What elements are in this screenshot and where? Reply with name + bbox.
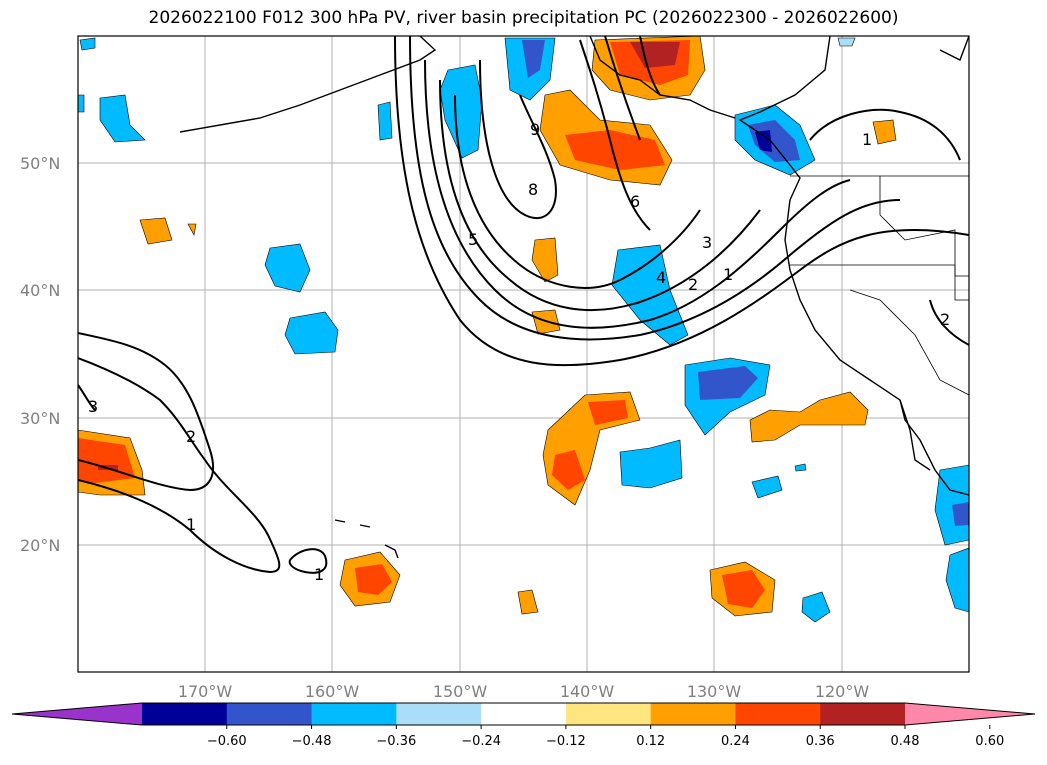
colorbar-swatch — [820, 703, 906, 725]
colorbar-tick-label: 0.60 — [975, 734, 1004, 749]
contour-label: 6 — [630, 192, 640, 211]
coastlines — [179, 36, 969, 559]
colorbar-swatch — [311, 703, 397, 725]
contour-label: 3 — [702, 233, 712, 252]
colorbar-extend-low — [12, 703, 142, 725]
contour-label: 2 — [940, 310, 950, 329]
contour-label: 1 — [862, 130, 872, 149]
contour-label: 9 — [530, 120, 540, 139]
colorbar-swatch — [481, 703, 567, 725]
lat-tick-label: 40°N — [20, 281, 60, 300]
lat-tick-labels: 50°N 40°N 30°N 20°N — [20, 154, 60, 555]
colorbar-tick-label: −0.12 — [546, 734, 586, 749]
colorbar-tick-label: −0.24 — [461, 734, 501, 749]
colorbar-tick-label: 0.24 — [721, 734, 750, 749]
political-borders — [790, 175, 969, 396]
colorbar: −0.60 −0.48 −0.36 −0.24 −0.12 0.12 0.24 0.36 0.4… — [11, 702, 1036, 749]
contour-label: 3 — [88, 397, 98, 416]
contour-label: 5 — [468, 230, 478, 249]
colorbar-extend-high — [905, 703, 1035, 725]
pv-contours — [78, 36, 969, 574]
lon-tick-labels: 170°W 160°W 150°W 140°W 130°W 120°W — [178, 682, 870, 701]
colorbar-tick-label: −0.36 — [376, 734, 416, 749]
colorbar-swatch — [142, 703, 228, 725]
contour-label: 2 — [688, 275, 698, 294]
pv-contour-labels: 9 8 6 5 4 3 2 1 3 2 1 1 1 2 — [88, 120, 950, 584]
colorbar-swatch — [650, 703, 736, 725]
colorbar-swatch — [226, 703, 313, 725]
colorbar-tick-label: −0.60 — [207, 734, 247, 749]
contour-label: 1 — [186, 515, 196, 534]
lon-tick-label: 170°W — [178, 682, 233, 701]
plot-frame — [77, 35, 970, 673]
contour-label: 1 — [314, 565, 324, 584]
lat-tick-label: 50°N — [20, 154, 60, 173]
lon-tick-label: 130°W — [687, 682, 742, 701]
lon-tick-label: 120°W — [815, 682, 870, 701]
contour-label: 1 — [723, 265, 733, 284]
colorbar-outline — [11, 702, 1036, 726]
colorbar-swatch — [565, 703, 652, 725]
lat-tick-label: 20°N — [20, 536, 60, 555]
lon-tick-label: 160°W — [305, 682, 360, 701]
lat-tick-label: 30°N — [20, 409, 60, 428]
colorbar-swatch — [396, 703, 482, 725]
contour-label: 2 — [186, 427, 196, 446]
colorbar-swatch — [735, 703, 821, 725]
colorbar-tick-label: 0.12 — [636, 734, 665, 749]
colorbar-tick-label: 0.36 — [806, 734, 835, 749]
gridlines — [78, 36, 969, 672]
plot-area — [78, 36, 969, 672]
contour-label: 4 — [656, 268, 666, 287]
colorbar-tick-label: −0.48 — [292, 734, 332, 749]
lon-tick-label: 150°W — [433, 682, 488, 701]
contour-label: 8 — [528, 180, 538, 199]
map-title: 2026022100 F012 300 hPa PV, river basin … — [148, 8, 899, 28]
lon-tick-label: 140°W — [560, 682, 615, 701]
precip-shading — [78, 36, 969, 623]
colorbar-tick-label: 0.48 — [891, 734, 920, 749]
